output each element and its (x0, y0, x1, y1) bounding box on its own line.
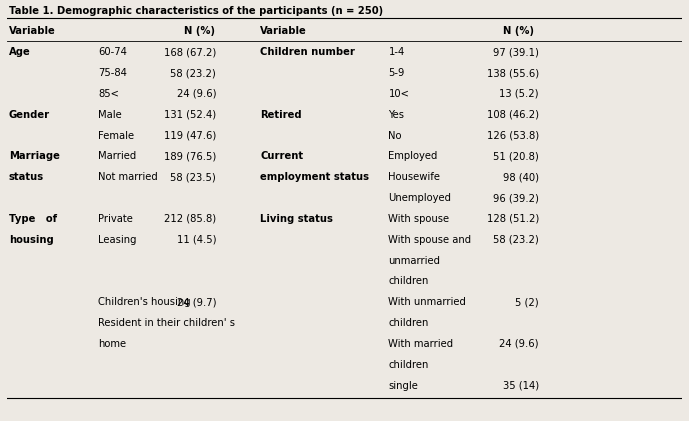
Text: 58 (23.2): 58 (23.2) (170, 68, 216, 78)
Text: Male: Male (98, 110, 122, 120)
Text: 10<: 10< (389, 89, 409, 99)
Text: status: status (9, 172, 44, 182)
Text: Type   of: Type of (9, 214, 57, 224)
Text: 24 (9.7): 24 (9.7) (176, 297, 216, 307)
Text: 24 (9.6): 24 (9.6) (500, 339, 539, 349)
Text: 168 (67.2): 168 (67.2) (164, 47, 216, 57)
Text: 96 (39.2): 96 (39.2) (493, 193, 539, 203)
Text: children: children (389, 360, 429, 370)
Text: 5-9: 5-9 (389, 68, 404, 78)
Text: Leasing: Leasing (98, 234, 136, 245)
Text: With spouse and: With spouse and (389, 234, 471, 245)
Text: 108 (46.2): 108 (46.2) (487, 110, 539, 120)
Text: Variable: Variable (9, 26, 56, 36)
Text: 24 (9.6): 24 (9.6) (176, 89, 216, 99)
Text: Variable: Variable (260, 26, 307, 36)
Text: N (%): N (%) (184, 26, 215, 36)
Text: 58 (23.2): 58 (23.2) (493, 234, 539, 245)
Text: 119 (47.6): 119 (47.6) (164, 131, 216, 141)
Text: No: No (389, 131, 402, 141)
Text: With spouse: With spouse (389, 214, 449, 224)
Text: 98 (40): 98 (40) (503, 172, 539, 182)
Text: children: children (389, 276, 429, 286)
Text: 75-84: 75-84 (98, 68, 127, 78)
Text: Marriage: Marriage (9, 151, 60, 161)
Text: 5 (2): 5 (2) (515, 297, 539, 307)
Text: Children's housing: Children's housing (98, 297, 191, 307)
Text: 131 (52.4): 131 (52.4) (164, 110, 216, 120)
Text: Retired: Retired (260, 110, 302, 120)
Text: Married: Married (98, 151, 136, 161)
Text: With unmarried: With unmarried (389, 297, 466, 307)
Text: 97 (39.1): 97 (39.1) (493, 47, 539, 57)
Text: single: single (389, 381, 418, 391)
Text: 11 (4.5): 11 (4.5) (176, 234, 216, 245)
Text: 60-74: 60-74 (98, 47, 127, 57)
Text: Table 1. Demographic characteristics of the participants (n = 250): Table 1. Demographic characteristics of … (9, 6, 383, 16)
Text: Unemployed: Unemployed (389, 193, 451, 203)
Text: employment status: employment status (260, 172, 369, 182)
Text: Resident in their children' s: Resident in their children' s (98, 318, 235, 328)
Text: unmarried: unmarried (389, 256, 440, 266)
Text: 189 (76.5): 189 (76.5) (164, 151, 216, 161)
Text: Yes: Yes (389, 110, 404, 120)
Text: 128 (51.2): 128 (51.2) (486, 214, 539, 224)
Text: 58 (23.5): 58 (23.5) (170, 172, 216, 182)
Text: home: home (98, 339, 126, 349)
Text: 1-4: 1-4 (389, 47, 404, 57)
Text: 85<: 85< (98, 89, 119, 99)
Text: children: children (389, 318, 429, 328)
Text: Living status: Living status (260, 214, 333, 224)
Text: Employed: Employed (389, 151, 438, 161)
Text: housing: housing (9, 234, 54, 245)
Text: 35 (14): 35 (14) (503, 381, 539, 391)
Text: 138 (55.6): 138 (55.6) (487, 68, 539, 78)
Text: N (%): N (%) (503, 26, 534, 36)
Text: Gender: Gender (9, 110, 50, 120)
Text: Private: Private (98, 214, 133, 224)
Text: Housewife: Housewife (389, 172, 440, 182)
Text: Children number: Children number (260, 47, 355, 57)
Text: Age: Age (9, 47, 31, 57)
Text: Female: Female (98, 131, 134, 141)
Text: With married: With married (389, 339, 453, 349)
Text: 212 (85.8): 212 (85.8) (164, 214, 216, 224)
Text: 51 (20.8): 51 (20.8) (493, 151, 539, 161)
Text: 13 (5.2): 13 (5.2) (500, 89, 539, 99)
Text: 126 (53.8): 126 (53.8) (487, 131, 539, 141)
Text: Current: Current (260, 151, 303, 161)
Text: Not married: Not married (98, 172, 158, 182)
